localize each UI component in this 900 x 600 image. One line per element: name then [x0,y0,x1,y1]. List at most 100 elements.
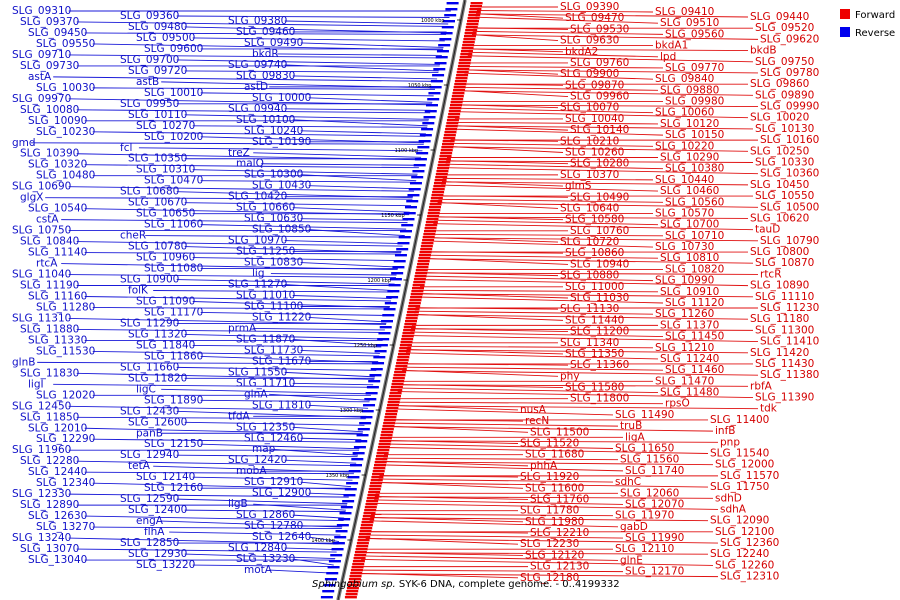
gene-label-reverse: SLG_11860 [144,350,203,362]
gene-label-reverse: SLG_10480 [36,170,95,182]
gene-label-forward: SLG_11030 [570,292,629,304]
forward-gene-arrow [349,575,362,578]
scale-ticks: 1000 kbp 1050 kbp 1100 kbp 1150 kbp 1200 kbp… [311,18,461,544]
gene-label-reverse: SLG_10850 [252,224,311,236]
gene-connector-forward [377,482,709,488]
gene-connector-forward [382,461,714,466]
forward-gene-arrow [380,434,393,437]
gene-label-forward: pnp [720,436,740,448]
gene-label-forward: SLG_10160 [760,134,819,146]
gene-label-reverse: glnB [12,356,35,368]
gene-connector-reverse [30,142,424,145]
gene-connector-reverse [308,492,350,496]
gene-connector-forward [385,447,709,454]
gene-label-forward: SLG_09900 [560,68,619,80]
gene-connector-reverse [84,164,419,169]
gene-label-forward: glmS [565,180,592,192]
gene-label-reverse: SLG_10390 [20,148,79,160]
gene-label-reverse: SLG_11890 [144,394,203,406]
gene-label-forward: SLG_10130 [755,123,814,135]
gene-connector-reverse [68,493,349,498]
forward-gene-arrow [381,431,394,434]
gene-label-forward: SLG_10810 [660,252,719,264]
forward-gene-arrow [455,77,468,80]
gene-connector-reverse [284,108,431,111]
gene-connector-reverse [277,53,442,56]
forward-gene-arrow [364,509,377,512]
gene-label-forward: SLG_09880 [660,84,719,96]
gene-connector-reverse [76,548,337,553]
gene-label-forward: SLG_11260 [655,308,714,320]
forward-gene-arrow [389,392,402,395]
gene-label-reverse: ligI [28,378,44,390]
forward-gene-arrow [375,455,388,458]
gene-connector-forward [476,13,564,19]
gene-label-reverse: SLG_13040 [28,554,87,566]
gene-label-reverse: SLG_09940 [228,103,287,115]
gene-label-reverse: SLG_13070 [20,543,79,555]
reverse-gene-arrow [326,572,339,575]
gene-connector-forward [433,223,754,231]
gene-connector-reverse [145,235,405,238]
gene-label-forward: gabD [620,521,648,533]
gene-label-forward: tauD [755,224,780,236]
gene-label-forward: SLG_12170 [625,566,684,578]
forward-gene-arrow [468,11,481,14]
forward-gene-arrow [430,197,443,200]
forward-gene-arrow [393,374,406,377]
gene-label-forward: SLG_11490 [615,409,674,421]
gene-label-reverse: SLG_11660 [120,361,179,373]
reverse-gene-arrow [353,446,366,449]
gene-label-reverse: SLG_09500 [136,32,195,44]
forward-gene-arrow [355,548,368,551]
gene-label-forward: SLG_10790 [760,235,819,247]
gene-label-reverse: SLG_10100 [236,114,295,126]
gene-connector-reverse [138,147,423,152]
forward-gene-arrow [370,482,383,485]
forward-gene-arrow [405,317,418,320]
gene-label-reverse: glgX [20,192,43,204]
gene-connector-forward [390,426,714,432]
gene-connector-forward [405,352,659,360]
forward-gene-arrow [432,188,445,191]
scale-tick-label: 1350 kbp [326,473,350,479]
gene-connector-forward [425,257,569,265]
gene-label-reverse: cheR [120,230,146,242]
reverse-gene-arrow [432,74,445,77]
gene-label-forward: SLG_11920 [520,471,579,483]
gene-connector-reverse [192,125,428,128]
gene-label-reverse: SLG_11830 [20,367,79,379]
gene-label-reverse: SLG_09730 [20,60,79,72]
forward-gene-arrow [385,413,398,416]
gene-connector-reverse [76,328,385,333]
gene-connector-reverse [184,114,429,120]
forward-gene-arrow [354,551,367,554]
gene-label-reverse: SLG_09360 [120,10,179,22]
gene-label-forward: SLG_11440 [565,314,624,326]
gene-label-forward: SLG_09630 [560,35,619,47]
forward-gene-arrow [459,59,472,62]
gene-label-forward: tdk [760,403,778,415]
gene-label-forward: SLG_12240 [710,548,769,560]
forward-gene-arrow [383,422,396,425]
forward-gene-arrow [460,50,473,53]
gene-connector-reverse [68,54,442,59]
gene-label-reverse: SLG_09600 [144,43,203,55]
gene-connector-forward [394,405,759,410]
gene-label-forward: recN [525,415,549,427]
gene-label-forward: SLG_10700 [660,219,719,231]
gene-connector-forward [358,569,624,573]
forward-gene-arrow [406,314,419,317]
gene-label-reverse: SLG_12460 [244,432,303,444]
gene-label-forward: SLG_10280 [570,158,629,170]
forward-gene-arrow [372,470,385,473]
gene-connector-forward [418,293,754,298]
gene-label-reverse: SLG_12900 [252,487,311,499]
forward-gene-arrow [417,260,430,263]
gene-label-forward: SLG_11130 [560,303,619,315]
gene-connector-forward [442,181,564,187]
reverse-gene-arrow [397,242,410,245]
gene-label-forward: SLG_12060 [620,487,679,499]
gene-label-reverse: SLG_11550 [228,366,287,378]
gene-label-reverse: SLG_11190 [20,280,79,292]
